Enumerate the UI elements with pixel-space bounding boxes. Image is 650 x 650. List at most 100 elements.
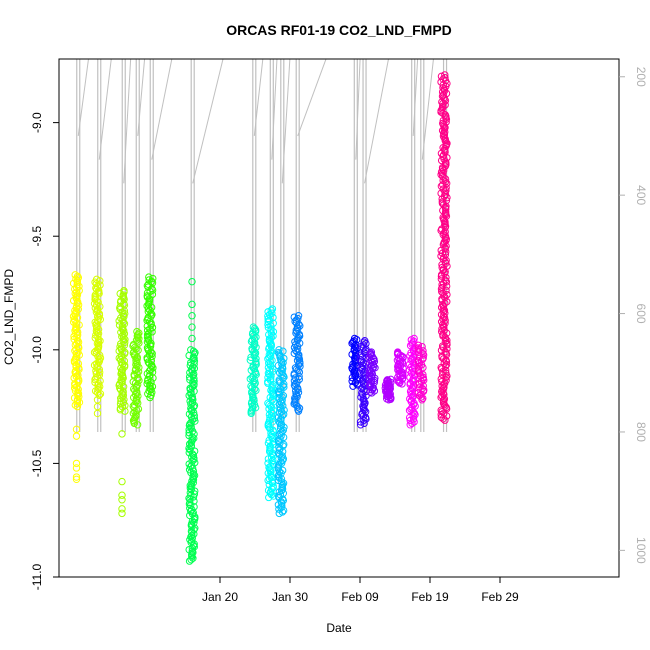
point-rf06	[190, 357, 199, 365]
point-rf17	[414, 344, 423, 352]
transit-line-12	[364, 59, 389, 184]
point-rf09	[280, 383, 288, 391]
point-rf08	[268, 309, 276, 317]
point-rf06	[188, 453, 196, 461]
point-rf06	[187, 441, 196, 450]
point-rf17	[414, 341, 423, 349]
y-tick-label: -10.5	[30, 449, 44, 477]
point-rf11	[348, 350, 356, 359]
y-tick-label: -11.0	[30, 563, 44, 590]
outlier-rf03	[118, 430, 126, 438]
point-rf09	[275, 346, 283, 354]
point-rf06	[187, 346, 195, 354]
point-rf18	[441, 316, 449, 325]
point-rf18	[441, 248, 450, 256]
point-rf18	[437, 375, 445, 383]
series-rf07	[246, 323, 260, 418]
point-rf06	[188, 537, 196, 545]
series-rf02	[90, 275, 105, 418]
point-rf01	[73, 402, 82, 411]
point-rf18	[441, 309, 449, 317]
point-rf09	[277, 486, 286, 495]
x-tick-label: Jan 30	[272, 590, 308, 604]
point-rf08	[265, 353, 273, 362]
point-rf02	[92, 275, 101, 284]
point-rf11	[350, 334, 359, 343]
point-rf11	[349, 338, 357, 346]
point-rf18	[439, 132, 448, 140]
point-rf10	[294, 406, 302, 414]
point-rf18	[441, 74, 449, 82]
point-rf06	[187, 483, 196, 491]
point-rf07	[250, 324, 259, 333]
point-rf17	[419, 354, 427, 362]
y2-tick-label: 1000	[634, 537, 648, 564]
point-rf06	[188, 534, 196, 542]
point-rf10	[290, 313, 298, 321]
point-rf18	[437, 275, 446, 283]
outlier-rf03	[118, 491, 126, 499]
point-rf02	[94, 384, 103, 392]
point-rf09	[275, 446, 283, 454]
point-rf06	[190, 377, 198, 385]
outlier-rf03	[118, 505, 126, 513]
point-rf01	[69, 318, 78, 326]
point-rf08	[264, 439, 273, 447]
outlier-rf05	[146, 393, 154, 402]
series-rf09	[274, 346, 288, 518]
outlier-rf01	[72, 432, 81, 440]
x-tick-label: Feb 09	[341, 590, 379, 604]
point-rf10	[293, 348, 301, 356]
series-rf14	[381, 375, 395, 404]
point-rf08	[264, 318, 272, 326]
point-rf18	[438, 263, 446, 272]
series-rf17	[414, 341, 428, 404]
x-tick-label: Jan 20	[202, 590, 238, 604]
series-rf06	[185, 277, 199, 565]
x-tick-label: Feb 19	[411, 590, 449, 604]
point-rf03	[121, 338, 129, 347]
point-rf06	[190, 518, 198, 527]
point-rf06	[190, 454, 198, 463]
point-rf12	[360, 406, 369, 414]
point-rf18	[439, 119, 447, 128]
point-rf14	[383, 376, 392, 384]
point-rf17	[415, 369, 424, 377]
series-rf03	[115, 287, 129, 518]
point-rf03	[120, 341, 129, 349]
point-rf09	[274, 348, 283, 357]
point-rf01	[74, 337, 82, 345]
point-rf15	[394, 348, 402, 356]
transit-line-9	[281, 59, 291, 184]
point-rf13	[367, 348, 376, 356]
y-tick-label: -9.0	[30, 112, 44, 133]
y-tick-label: -10.0	[30, 336, 44, 364]
point-rf18	[437, 413, 446, 422]
series-rf04	[129, 327, 143, 429]
transit-line-8	[271, 59, 278, 160]
point-rf18	[441, 319, 449, 327]
point-rf12	[359, 376, 368, 384]
y-tick-label: -9.5	[30, 226, 44, 247]
point-rf03	[119, 337, 128, 345]
point-rf02	[92, 327, 101, 335]
outlier-rf03	[118, 496, 126, 504]
axis-layer: -9.0 -9.5 -10.0 -10.5 -11.0 Jan 20 Jan 30 Feb 0…	[30, 67, 648, 604]
point-rf18	[438, 288, 446, 296]
x-axis-label: Date	[326, 621, 352, 635]
y2-tick-label: 400	[634, 185, 648, 205]
outlier-rf06	[188, 277, 196, 286]
point-rf17	[419, 349, 427, 358]
series-rf05	[143, 273, 157, 402]
outlier-rf06	[188, 334, 196, 343]
point-rf18	[441, 276, 450, 285]
point-rf18	[442, 212, 451, 220]
point-rf18	[442, 376, 450, 384]
point-rf11	[349, 362, 357, 371]
point-rf06	[185, 431, 193, 440]
point-rf16	[410, 334, 418, 343]
y2-tick-label: 800	[634, 422, 648, 442]
outlier-rf03	[118, 477, 126, 486]
point-rf03	[119, 391, 128, 400]
